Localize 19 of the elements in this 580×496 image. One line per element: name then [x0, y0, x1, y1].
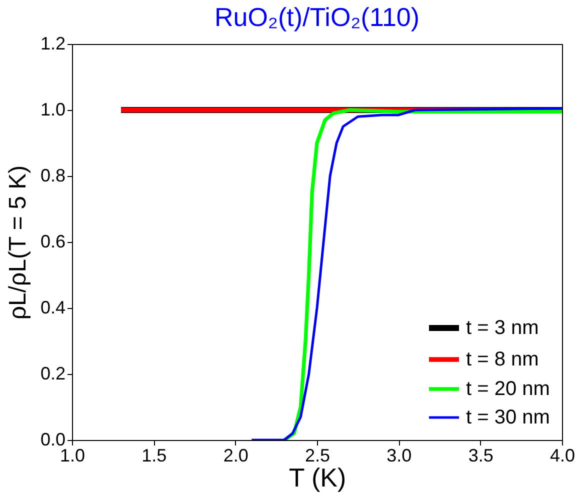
y-tick-label: 0.6: [40, 232, 66, 252]
x-tick-label: 2.0: [223, 446, 248, 466]
y-tick-label: 0.8: [40, 166, 66, 186]
legend-label: t = 8 nm: [466, 348, 539, 370]
x-tick-label: 3.5: [468, 446, 494, 466]
x-tick-label: 4.0: [550, 446, 576, 466]
y-tick-label: 1.0: [40, 100, 66, 120]
chart-title: RuO₂(t)/TiO₂(110): [214, 2, 420, 32]
y-axis-title: ρL/ρL(T = 5 K): [4, 165, 32, 320]
y-tick-label: 0.4: [40, 298, 66, 318]
y-tick-label: 0.2: [40, 364, 66, 384]
legend-label: t = 3 nm: [466, 317, 539, 339]
x-tick-label: 2.5: [304, 446, 330, 466]
x-tick-label: 1.5: [142, 446, 167, 466]
y-tick-label: 1.2: [40, 34, 66, 54]
x-tick-label: 3.0: [386, 446, 412, 466]
x-axis-title: T (K): [288, 462, 346, 492]
legend-label: t = 20 nm: [466, 378, 550, 400]
legend-label: t = 30 nm: [466, 406, 550, 428]
